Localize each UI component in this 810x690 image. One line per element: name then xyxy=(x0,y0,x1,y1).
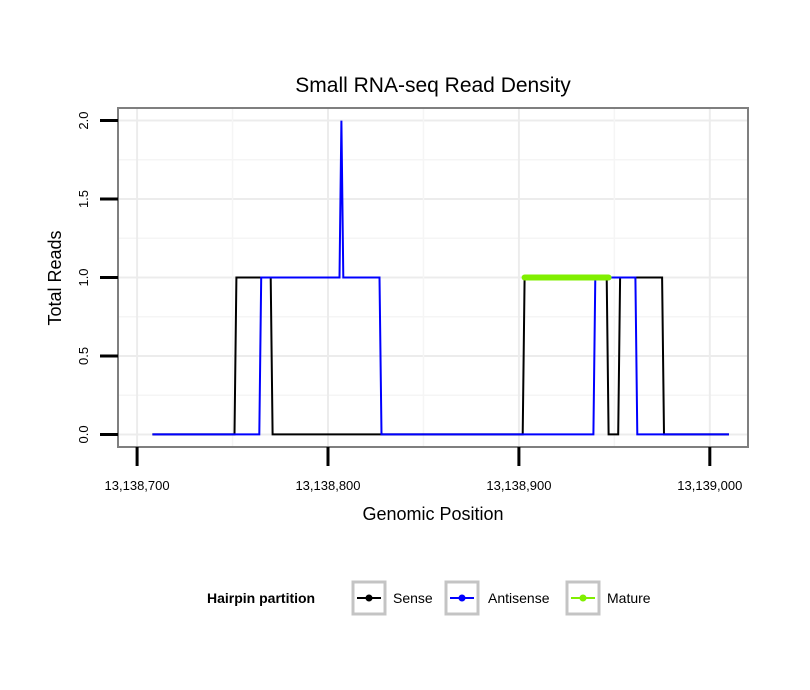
legend-key-point xyxy=(458,594,466,602)
legend-key-point xyxy=(579,594,587,602)
plot-panel xyxy=(117,107,749,448)
x-axis-title: Genomic Position xyxy=(362,504,503,524)
chart-title: Small RNA-seq Read Density xyxy=(295,74,571,97)
legend: Hairpin partition Sense Antisense Mature xyxy=(207,580,651,616)
legend-label-antisense: Antisense xyxy=(488,590,550,606)
legend-label-mature: Mature xyxy=(607,590,651,606)
legend-label-sense: Sense xyxy=(393,590,433,606)
y-axis: 0.0 0.5 1.0 1.5 2.0 xyxy=(76,112,118,443)
x-axis: 13,138,700 13,138,800 13,138,900 13,139,000 xyxy=(105,447,742,493)
x-tick-label: 13,138,900 xyxy=(486,478,551,493)
legend-key-point xyxy=(365,594,373,602)
x-tick-label: 13,138,700 xyxy=(105,478,170,493)
y-tick-label: 0.5 xyxy=(76,347,91,365)
y-tick-label: 2.0 xyxy=(76,112,91,130)
x-tick-label: 13,139,000 xyxy=(677,478,742,493)
y-tick-label: 1.5 xyxy=(76,190,91,208)
series-line-antisense xyxy=(152,120,729,436)
legend-title: Hairpin partition xyxy=(207,590,315,606)
y-tick-label: 0.0 xyxy=(76,425,91,443)
series-layer xyxy=(152,120,729,436)
y-tick-label: 1.0 xyxy=(76,268,91,286)
y-axis-title: Total Reads xyxy=(45,230,65,325)
x-tick-label: 13,138,800 xyxy=(295,478,360,493)
